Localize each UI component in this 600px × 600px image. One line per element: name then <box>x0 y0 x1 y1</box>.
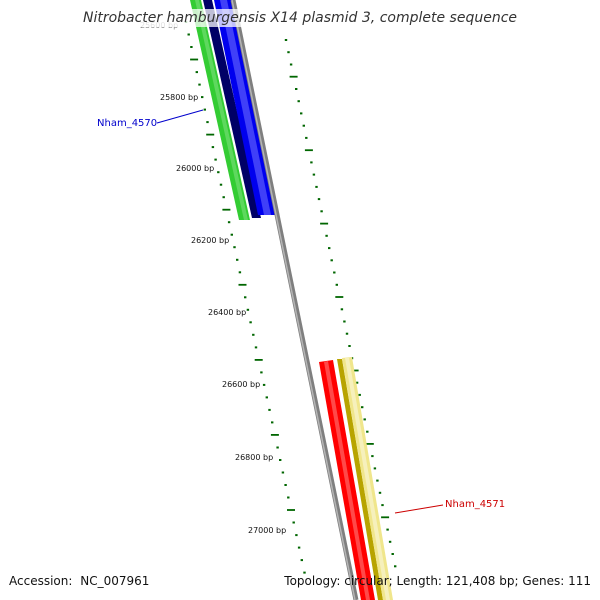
gene-feature-nham-4570[interactable] <box>190 0 276 220</box>
feature-band-olive <box>337 359 383 600</box>
feature-band-yellow-highlight <box>345 358 390 600</box>
left-tick-guide <box>184 21 306 574</box>
tick-label: 26000 bp <box>176 164 214 173</box>
gene-label-nham-4571: Nham_4571 <box>445 499 505 510</box>
gene-callout-nham-4570[interactable]: Nham_4570 <box>97 109 204 129</box>
sequence-backbone-highlight <box>231 0 356 600</box>
gene-label-nham-4570: Nham_4570 <box>97 118 157 129</box>
page-title: Nitrobacter hamburgensis X14 plasmid 3, … <box>0 9 600 27</box>
gene-callout-nham-4571[interactable]: Nham_4571 <box>394 499 505 514</box>
tick-label: 26400 bp <box>208 308 246 317</box>
feature-band-blue-highlight <box>220 0 271 215</box>
tick-label: 26800 bp <box>235 453 273 462</box>
sequence-backbone <box>230 0 359 600</box>
callout-leader-line <box>156 109 204 124</box>
accession-info: Accession: NC_007961 <box>9 574 149 588</box>
tick-labels: 25800 bp 26000 bp 26200 bp 26400 bp 2660… <box>160 93 286 535</box>
tick-label: 26600 bp <box>222 380 260 389</box>
accession-label: Accession: <box>9 574 73 588</box>
tick-label: 27000 bp <box>248 526 286 535</box>
sequence-summary: Topology: circular; Length: 121,408 bp; … <box>284 574 591 588</box>
feature-band-red-highlight <box>324 361 370 600</box>
feature-band-green-highlight <box>195 0 248 220</box>
tick-label: 25800 bp <box>160 93 198 102</box>
right-tick-guide <box>284 39 397 568</box>
tick-label: 26200 bp <box>191 236 229 245</box>
gene-feature-nham-4571[interactable] <box>319 357 393 600</box>
accession-value: NC_007961 <box>80 574 150 588</box>
callout-leader-line <box>394 504 444 514</box>
feature-band-navy <box>203 0 261 218</box>
